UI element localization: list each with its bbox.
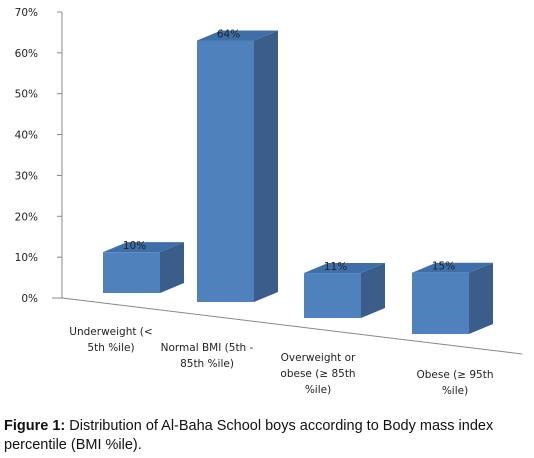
figure-caption: Figure 1: Distribution of Al-Baha School… [4,417,530,455]
category-label: Underweight (< 5th %ile) [69,326,152,354]
bar-front-face [412,272,469,334]
bar-side-face [361,263,385,318]
category-label-line: Underweight (< [69,326,152,338]
y-tick-label: 20% [15,211,38,223]
bar-side-face [160,242,184,293]
bar-top-face [103,242,184,253]
bar-front-face [304,273,361,318]
bar [304,263,385,318]
category-label-line: Overweight or [281,352,356,364]
y-tick-label: 30% [15,170,38,182]
category-label-line: 85th %ile) [180,358,234,370]
category-labels: Underweight (< 5th %ile) Normal BMI (5th -… [69,326,493,397]
data-label: 15% [432,261,455,273]
chart-bars [103,30,493,334]
floor-front-line [61,297,523,355]
data-label: 64% [217,29,240,41]
bar-chart: 0% 10% 20% 30% 40% 50% 60% 70% 10% 64% 11% 15% Und… [15,7,523,397]
data-label: 11% [324,261,347,273]
bar-front-face [197,40,254,303]
category-label: Overweight or obese (≥ 85th %ile) [280,352,356,396]
bar [412,262,493,334]
y-tick-labels: 0% 10% 20% 30% 40% 50% 60% 70% [15,7,38,305]
category-label-line: 5th %ile) [87,342,134,354]
category-label-line: Normal BMI (5th - [161,342,254,354]
category-label-line: obese (≥ 85th [280,368,355,380]
category-label-line: Obese (≥ 95th [416,369,493,381]
y-tick-label: 70% [15,7,38,19]
caption-text: Distribution of Al-Baha School boys acco… [4,418,494,453]
bar-side-face [469,262,493,334]
category-label: Normal BMI (5th - 85th %ile) [161,342,254,370]
data-label: 10% [123,240,146,252]
category-label: Obese (≥ 95th %ile) [416,369,493,397]
bar [103,242,184,293]
bar-side-face [254,30,278,303]
y-tick-label: 50% [15,89,38,101]
y-tick-label: 60% [15,48,38,60]
figure-label: Figure 1: [4,418,66,434]
category-label-line: %ile) [442,385,468,397]
chart-axes [52,11,523,355]
bar-top-face [304,263,385,274]
bar-top-face [412,262,493,273]
y-tick-label: 0% [21,293,38,305]
category-label-line: %ile) [305,384,331,396]
y-tick-label: 10% [15,252,38,264]
bar-front-face [103,252,160,293]
y-tick-label: 40% [15,130,38,142]
bar-top-face [197,30,278,41]
bar [197,30,278,303]
data-labels: 10% 64% 11% 15% [123,29,455,274]
